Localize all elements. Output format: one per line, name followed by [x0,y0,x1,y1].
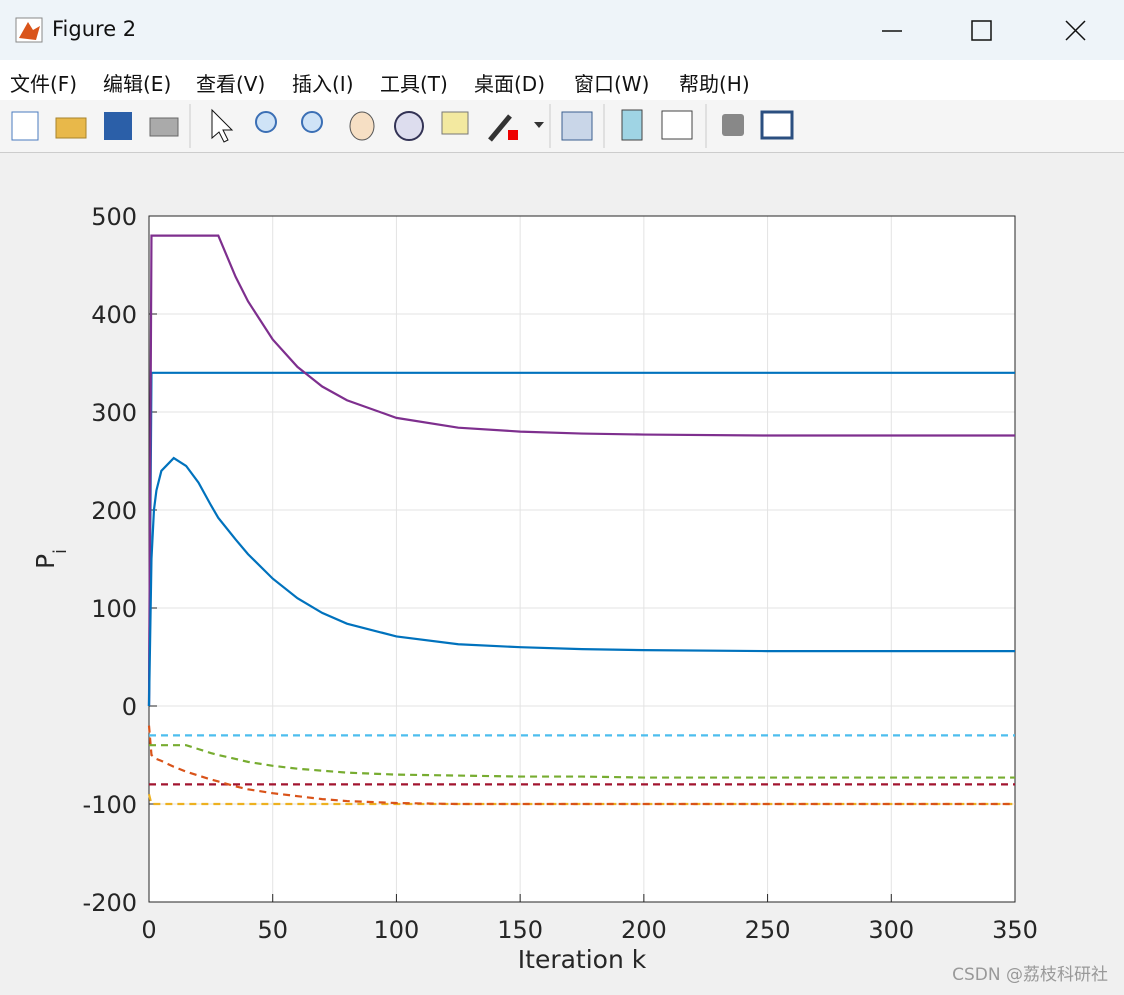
figure: Iteration k Pi CSDN @荔枝科研社 -200 -100 0 100 2… [31,203,1108,985]
menu-item[interactable]: 编辑(E) [103,72,172,96]
menu-bar: 文件(F) 编辑(E) 查看(V) 插入(I) 工具(T) 桌面(D) 窗口(W) 帮助(H) [0,60,1124,101]
series-line [147,234,1015,707]
y-tick-label: 400 [91,301,137,329]
y-axis-label: Pi [31,549,71,569]
series-line [147,793,1015,806]
x-tick-label: 100 [374,916,420,944]
y-tick-label: 100 [91,595,137,623]
menu-item[interactable]: 工具(T) [380,72,448,96]
y-tick-label: 500 [91,203,137,231]
x-tick-label: 50 [257,916,288,944]
menu-item[interactable]: 查看(V) [196,72,266,96]
x-tick-label: 350 [992,916,1038,944]
y-tick-label: 0 [122,693,137,721]
toolbar-buttons[interactable] [11,104,794,148]
x-tick-label: 200 [621,916,667,944]
watermark: CSDN @荔枝科研社 [952,965,1108,985]
app-icon-shape [19,22,40,40]
y-tick-label: -200 [83,889,137,917]
y-axis-label-subscript: i [50,549,71,554]
series-line [147,725,1015,806]
y-tick-label: -100 [83,791,137,819]
close-button[interactable] [1065,20,1086,41]
x-tick-label: 0 [141,916,156,944]
x-tick-label: 150 [497,916,543,944]
axes-background [149,216,1015,902]
series-line [149,744,1015,779]
x-tick-label: 300 [868,916,914,944]
maximize-button[interactable] [971,20,992,41]
menu-item[interactable]: 窗口(W) [574,72,650,96]
y-tick-label: 200 [91,497,137,525]
toolbar [0,100,1124,153]
y-axis-label-main: P [31,554,60,569]
series-line [147,456,1015,707]
y-tick-label: 300 [91,399,137,427]
menu-item[interactable]: 插入(I) [292,72,354,96]
toolbar-icons [11,104,794,148]
series-line [147,371,1015,707]
title-bar: Figure 2 [0,0,1124,60]
menu-item[interactable]: 文件(F) [10,72,78,96]
menu-item[interactable]: 帮助(H) [679,72,750,96]
x-axis-label: Iteration k [518,945,647,974]
x-tick-label: 250 [745,916,791,944]
window-title: Figure 2 [52,17,137,41]
title-icons [15,17,1086,43]
menu-item[interactable]: 桌面(D) [474,72,546,96]
